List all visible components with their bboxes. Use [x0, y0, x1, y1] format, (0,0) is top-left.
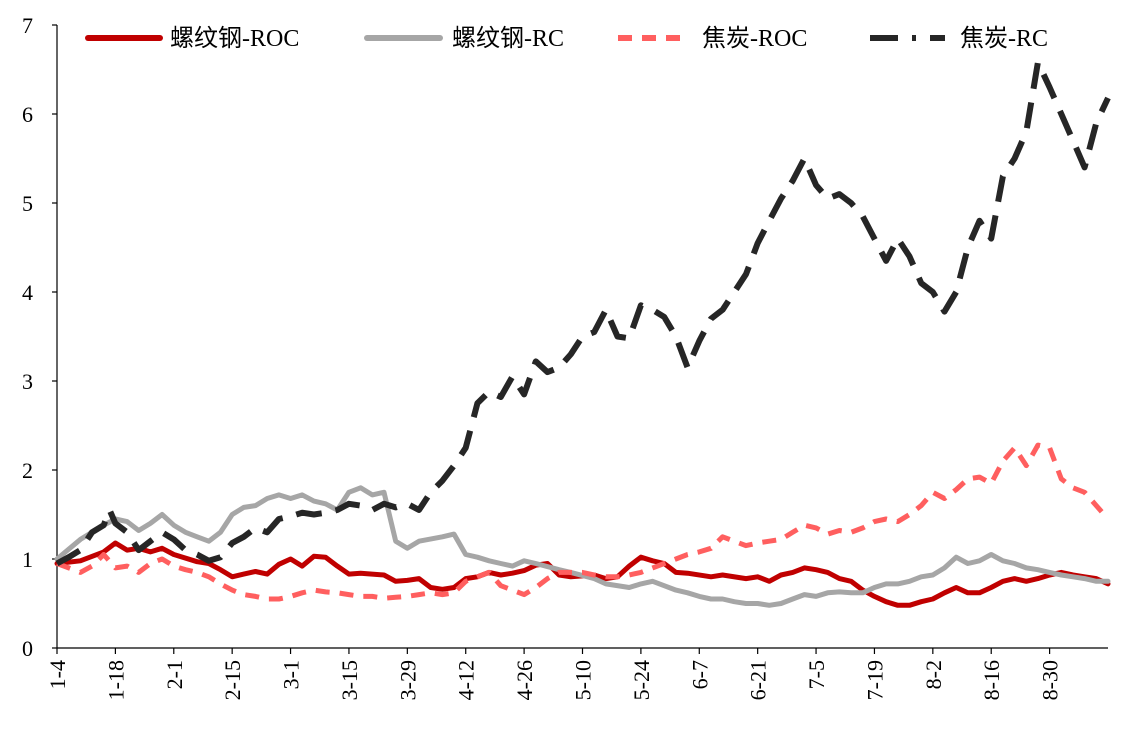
x-tick-label: 1-18: [103, 660, 128, 700]
x-tick-label: 5-10: [571, 660, 596, 700]
y-tick-label: 5: [22, 191, 33, 216]
y-tick-label: 2: [22, 458, 33, 483]
legend-item-2: 焦炭-ROC: [618, 25, 807, 52]
x-tick-label: 7-19: [862, 660, 887, 700]
x-tick-label: 8-16: [979, 660, 1004, 700]
legend-label-1: 螺纹钢-RC: [452, 25, 564, 52]
legend: 螺纹钢-ROC 螺纹钢-RC 焦炭-ROC 焦炭-RC: [85, 25, 1048, 52]
x-tick-label: 3-1: [279, 660, 304, 689]
series-line-2: [56, 442, 1110, 602]
legend-item-1: 螺纹钢-RC: [364, 25, 564, 52]
legend-item-0: 螺纹钢-ROC: [85, 25, 299, 52]
y-tick-label: 0: [22, 636, 33, 661]
series-line-0: [54, 540, 1111, 608]
x-tick-label: 2-1: [162, 660, 187, 689]
x-tick-label: 3-15: [337, 660, 362, 700]
series-line-1: [54, 485, 1111, 608]
legend-item-3: 焦炭-RC: [870, 25, 1048, 52]
y-tick-label: 6: [22, 102, 33, 127]
x-tick-label: 8-30: [1038, 660, 1063, 700]
x-tick-label: 7-5: [804, 660, 829, 689]
x-tick-label: 4-12: [454, 660, 479, 700]
x-tick-label: 8-2: [921, 660, 946, 689]
x-tick-label: 4-26: [512, 660, 537, 700]
legend-label-0: 螺纹钢-ROC: [170, 25, 299, 52]
y-tick-label: 3: [22, 369, 33, 394]
series-line-3: [55, 59, 1111, 567]
x-tick-label: 1-4: [45, 660, 70, 689]
x-tick-label: 5-24: [629, 660, 654, 700]
x-tick-label: 2-15: [220, 660, 245, 700]
legend-label-3: 焦炭-RC: [960, 25, 1048, 52]
x-tick-label: 6-7: [687, 660, 712, 689]
series-group: [54, 59, 1111, 608]
x-tick-label: 3-29: [395, 660, 420, 700]
x-tick-label: 6-21: [746, 660, 771, 700]
axes-group: 0 1 2 3 4 5 6 7 1-4 1-18 2-1 2-15 3-1 3-15 3-29 4-12 4-2…: [22, 13, 1108, 700]
y-tick-label: 4: [22, 280, 33, 305]
y-tick-label: 7: [22, 13, 33, 38]
y-tick-label: 1: [22, 547, 33, 572]
legend-label-2: 焦炭-ROC: [702, 25, 807, 52]
